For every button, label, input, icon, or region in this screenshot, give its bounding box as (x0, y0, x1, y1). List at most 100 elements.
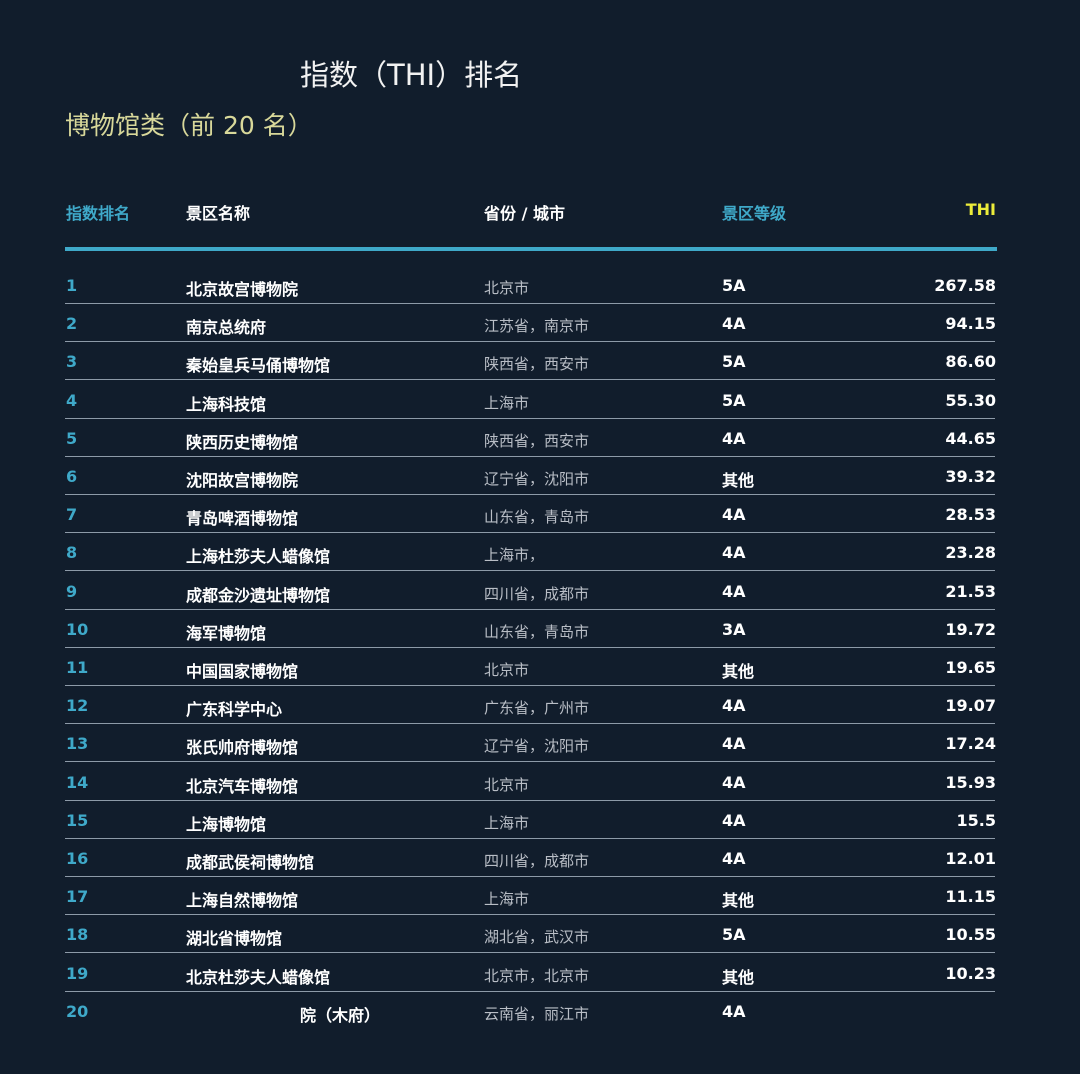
row-divider (65, 646, 995, 648)
row-divider (65, 532, 995, 534)
header-thi: THI (965, 200, 996, 219)
table-row: 6 沈阳故宫博物院 辽宁省，沈阳市 其他 39.32 (0, 457, 1080, 495)
cell-rank: 10 (66, 619, 89, 639)
cell-rank: 13 (66, 734, 89, 754)
cell-level: 4A (722, 314, 746, 334)
cell-city: 辽宁省，沈阳市 (484, 470, 590, 488)
cell-thi: 19.72 (945, 619, 996, 639)
table-row: 14 北京汽车博物馆 北京市 4A 15.93 (0, 763, 1080, 801)
cell-thi: 39.32 (945, 467, 996, 486)
cell-thi: 21.53 (945, 581, 996, 601)
cell-name: 北京杜莎夫人蜡像馆 (186, 967, 331, 987)
table-row: 19 北京杜莎夫人蜡像馆 北京市，北京市 其他 10.23 (0, 954, 1080, 992)
row-divider (65, 761, 995, 763)
cell-thi: 267.58 (934, 276, 996, 295)
cell-thi: 55.30 (945, 390, 996, 410)
cell-rank: 12 (66, 696, 89, 716)
cell-thi: 19.07 (945, 696, 996, 716)
row-divider (65, 876, 995, 877)
cell-rank: 14 (66, 772, 89, 792)
table-row: 8 上海杜莎夫人蜡像馆 上海市， 4A 23.28 (0, 533, 1080, 572)
table-row: 17 上海自然博物馆 上海市 其他 11.15 (0, 877, 1080, 916)
cell-name: 成都金沙遗址博物馆 (186, 585, 331, 605)
table-row: 3 秦始皇兵马俑博物馆 陕西省，西安市 5A 86.60 (0, 342, 1080, 381)
row-divider (65, 799, 995, 801)
cell-rank: 9 (66, 581, 78, 601)
cell-city: 陕西省，西安市 (484, 355, 590, 374)
cell-thi: 15.93 (945, 772, 996, 792)
cell-level: 4A (722, 505, 746, 525)
cell-level: 其他 (722, 471, 755, 490)
cell-rank: 16 (66, 849, 89, 868)
cell-thi: 11.15 (945, 887, 996, 907)
row-divider (65, 608, 995, 610)
cell-name: 上海博物馆 (186, 814, 267, 834)
table-row: 15 上海博物馆 上海市 4A 15.5 (0, 801, 1080, 839)
row-divider (65, 952, 995, 954)
page-subtitle: 博物馆类（前 20 名） (65, 111, 313, 140)
table-row: 10 海军博物馆 山东省，青岛市 3A 19.72 (0, 610, 1080, 648)
row-divider (65, 685, 995, 686)
cell-city: 北京市 (484, 279, 530, 297)
cell-city: 云南省，丽江市 (484, 1004, 590, 1023)
table-row: 9 成都金沙遗址博物馆 四川省，成都市 4A 21.53 (0, 572, 1080, 610)
row-divider (65, 417, 995, 419)
cell-thi: 28.53 (945, 505, 996, 525)
table-row: 13 张氏帅府博物馆 辽宁省，沈阳市 4A 17.24 (0, 724, 1080, 763)
cell-rank: 11 (66, 658, 89, 677)
cell-rank: 7 (66, 505, 78, 525)
cell-level: 5A (722, 352, 746, 372)
cell-name: 上海自然博物馆 (186, 891, 299, 911)
cell-thi: 15.5 (956, 810, 996, 830)
row-divider (65, 494, 995, 495)
table-row: 2 南京总统府 江苏省，南京市 4A 94.15 (0, 304, 1080, 343)
table-row: 16 成都武侯祠博物馆 四川省，成都市 4A 12.01 (0, 839, 1080, 877)
table-row: 7 青岛啤酒博物馆 山东省，青岛市 4A 28.53 (0, 495, 1080, 534)
cell-level: 其他 (722, 662, 755, 681)
table-row: 12 广东科学中心 广东省，广州市 4A 19.07 (0, 686, 1080, 725)
row-divider (65, 570, 995, 572)
cell-city: 北京市 (484, 775, 530, 794)
cell-rank: 8 (66, 543, 78, 563)
cell-name: 院（木府） (300, 1005, 381, 1025)
cell-thi: 23.28 (945, 543, 996, 563)
cell-level: 4A (722, 581, 746, 601)
cell-city: 山东省，青岛市 (484, 508, 590, 527)
cell-rank: 20 (66, 1001, 89, 1021)
cell-level: 4A (722, 849, 746, 868)
page-title: 指数（THI）排名 (300, 58, 523, 92)
cell-city: 广东省，广州市 (484, 699, 590, 718)
table-row: 5 陕西历史博物馆 陕西省，西安市 4A 44.65 (0, 419, 1080, 457)
header-divider (65, 247, 997, 251)
cell-thi: 17.24 (945, 734, 996, 754)
cell-name: 成都武侯祠博物馆 (186, 853, 315, 872)
cell-name: 上海科技馆 (186, 394, 267, 414)
header-level: 景区等级 (722, 204, 787, 223)
cell-level: 4A (722, 428, 746, 448)
cell-rank: 3 (66, 352, 78, 372)
cell-name: 广东科学中心 (186, 700, 283, 720)
row-divider (65, 914, 995, 916)
header-name: 景区名称 (186, 204, 251, 223)
cell-rank: 18 (66, 925, 89, 945)
cell-city: 四川省，成都市 (484, 852, 590, 870)
table-row: 18 湖北省博物馆 湖北省，武汉市 5A 10.55 (0, 915, 1080, 954)
cell-name: 陕西历史博物馆 (186, 432, 299, 452)
cell-rank: 15 (66, 810, 89, 830)
cell-rank: 6 (66, 467, 78, 486)
table-row: 20 院（木府） 云南省，丽江市 4A (0, 992, 1080, 1030)
cell-level: 3A (722, 619, 746, 639)
cell-rank: 2 (66, 314, 78, 334)
cell-thi: 19.65 (945, 658, 996, 677)
cell-city: 上海市， (484, 546, 545, 565)
cell-city: 北京市，北京市 (484, 966, 590, 985)
cell-city: 四川省，成都市 (484, 584, 590, 603)
cell-city: 上海市 (484, 393, 530, 412)
cell-city: 江苏省，南京市 (484, 317, 590, 336)
header-rank: 指数排名 (66, 204, 131, 223)
cell-city: 辽宁省，沈阳市 (484, 737, 590, 756)
cell-level: 5A (722, 276, 746, 295)
cell-level: 4A (722, 1001, 746, 1021)
cell-level: 其他 (722, 967, 755, 987)
cell-city: 上海市 (484, 890, 530, 909)
